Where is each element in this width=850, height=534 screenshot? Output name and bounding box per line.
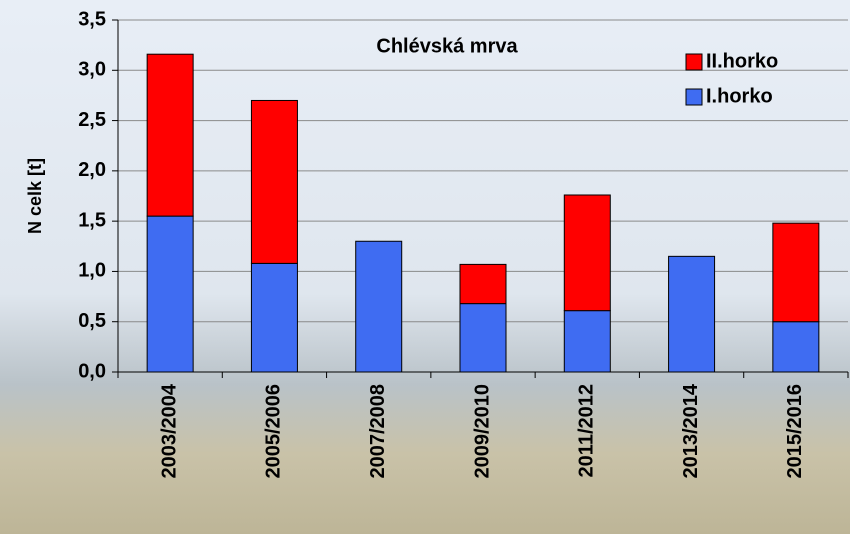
y-tick-label: 0,5 (78, 310, 106, 332)
y-tick-label: 1,5 (78, 209, 106, 231)
x-tick-label: 2013/2014 (680, 383, 702, 478)
bar-segment (772, 321, 820, 373)
x-tick-label: 2003/2004 (158, 383, 180, 478)
y-tick-label: 0,0 (78, 360, 106, 382)
y-tick-label: 3,5 (78, 8, 106, 30)
bar-segment (250, 262, 298, 373)
y-axis-label: N celk [t] (25, 158, 45, 234)
bar-segment (459, 263, 507, 305)
bar-segment (563, 194, 611, 312)
bar-segment (355, 240, 403, 373)
x-tick-label: 2015/2016 (784, 384, 806, 479)
chart-title: Chlévská mrva (376, 35, 518, 57)
x-tick-label: 2007/2008 (367, 384, 389, 479)
y-tick-label: 3,0 (78, 59, 106, 81)
bar-segment (668, 255, 716, 373)
bar-segment (250, 99, 298, 264)
bar-segment (563, 310, 611, 373)
bar-segment (772, 222, 820, 323)
bar-segment (146, 53, 194, 217)
bar-segment (146, 215, 194, 373)
legend-swatch (685, 88, 703, 106)
legend-label: II.horko (706, 50, 778, 72)
y-tick-label: 1,0 (78, 260, 106, 282)
y-tick-label: 2,5 (78, 109, 106, 131)
bar-segment (459, 303, 507, 373)
legend-label: I.horko (706, 85, 773, 107)
x-tick-label: 2005/2006 (263, 384, 285, 479)
x-tick-label: 2011/2012 (576, 384, 598, 477)
x-tick-label: 2009/2010 (471, 384, 493, 479)
legend-swatch (685, 53, 703, 71)
y-tick-label: 2,0 (78, 159, 106, 181)
